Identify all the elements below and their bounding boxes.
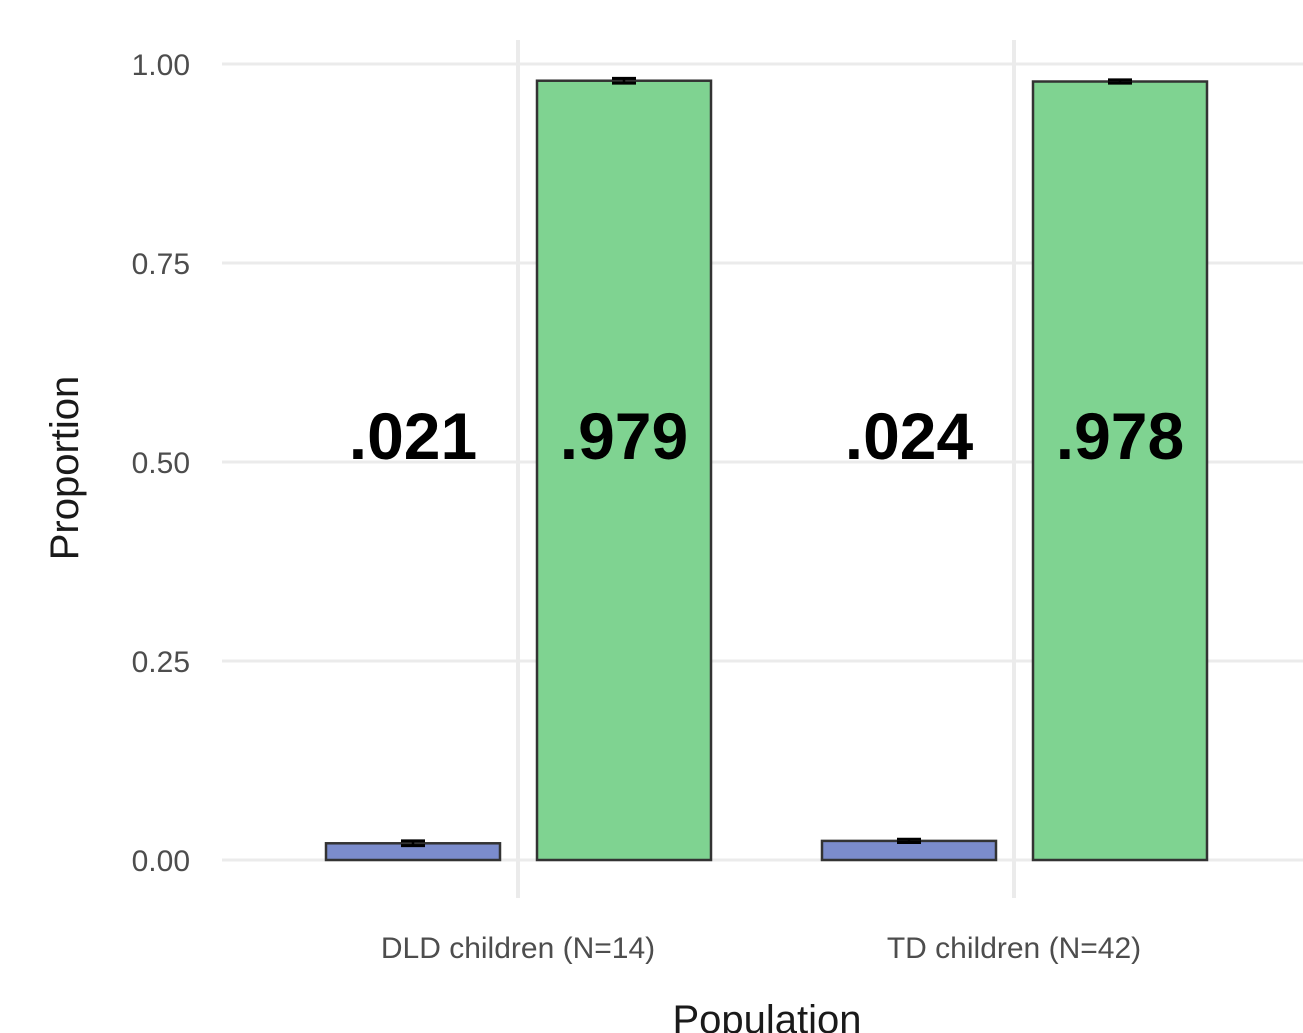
bar [1031, 80, 1209, 862]
bar [535, 79, 713, 862]
bars [324, 76, 1209, 862]
x-tick-label: DLD children (N=14) [381, 932, 655, 965]
y-tick-label: 0.25 [132, 646, 190, 679]
x-tick-label: TD children (N=42) [887, 932, 1141, 965]
y-tick-label: 0.50 [132, 447, 190, 480]
x-axis-title: Population [672, 998, 861, 1033]
gridlines [222, 40, 1303, 898]
x-axis-categories: DLD children (N=14) TD children (N=42) [381, 932, 1141, 965]
data-labels: .021 .979 .024 .978 [349, 399, 1184, 473]
data-label: .979 [560, 399, 688, 473]
y-axis-ticks: 0.00 0.25 0.50 0.75 1.00 [132, 49, 190, 878]
y-axis-title: Proportion [43, 376, 87, 561]
data-label: .021 [349, 399, 477, 473]
data-label: .024 [845, 399, 974, 473]
y-tick-label: 0.75 [132, 248, 190, 281]
data-label: .978 [1056, 399, 1184, 473]
y-tick-label: 1.00 [132, 49, 190, 82]
y-tick-label: 0.00 [132, 845, 190, 878]
